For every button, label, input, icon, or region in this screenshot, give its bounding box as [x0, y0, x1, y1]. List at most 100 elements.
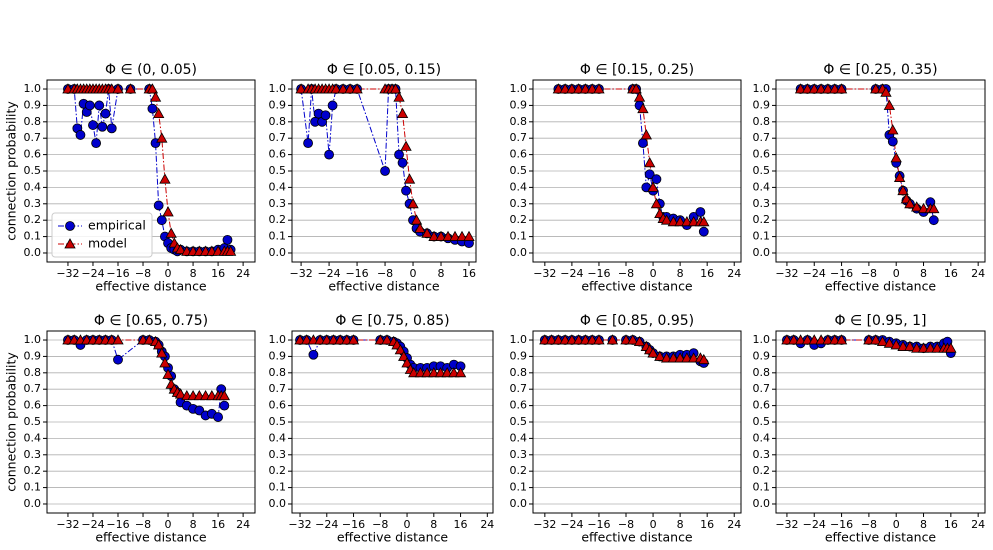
data-point [890, 152, 902, 163]
data-point [781, 334, 793, 345]
data-point [84, 100, 95, 111]
data-point [327, 100, 338, 111]
data-point [463, 230, 475, 241]
y-tick-label: 0.7 [753, 382, 771, 395]
y-tick-label: 0.9 [24, 349, 42, 362]
y-tick-label: 0.7 [753, 131, 771, 144]
y-tick-label: 0.1 [753, 230, 771, 243]
data-point [883, 99, 896, 110]
y-tick-label: 0.0 [510, 497, 528, 510]
x-tick-label: 16 [462, 267, 476, 280]
data-point [651, 174, 662, 185]
x-tick-label: −24 [803, 518, 826, 531]
legend-label: empirical [88, 218, 146, 233]
data-point [106, 123, 117, 134]
data-point [159, 173, 171, 184]
data-point [917, 202, 930, 214]
y-tick-label: 0.9 [510, 98, 528, 111]
subplot-title: Φ ∈ [0.15, 0.25) [580, 62, 694, 78]
data-point [606, 334, 619, 345]
data-point [620, 334, 632, 345]
data-point [396, 107, 409, 119]
data-point [928, 215, 939, 226]
data-point [698, 226, 709, 237]
data-point [152, 107, 165, 119]
data-point [559, 334, 571, 345]
y-tick-label: 0.4 [510, 180, 528, 193]
x-tick-label: −32 [289, 267, 312, 280]
data-point [640, 129, 652, 140]
legend-marker [65, 221, 75, 231]
data-point [801, 83, 814, 94]
data-point [579, 334, 592, 345]
axes-frame [291, 330, 494, 514]
y-tick-label: 0.0 [24, 497, 42, 510]
data-point [124, 83, 137, 94]
y-tick-label: 1.0 [24, 333, 42, 346]
y-tick-label: 0.0 [269, 246, 287, 259]
y-tick-label: 0.4 [753, 431, 771, 444]
data-point [219, 400, 230, 411]
y-tick-label: 0.9 [24, 98, 42, 111]
data-point [579, 83, 592, 94]
subplot: 0.00.10.20.30.40.50.60.70.80.91.0−32 −24−… [753, 62, 986, 294]
x-tick-label: −8 [861, 267, 877, 280]
y-tick-label: 0.6 [269, 148, 287, 161]
y-tick-label: 0.7 [269, 382, 287, 395]
y-tick-label: 0.8 [510, 366, 528, 379]
y-tick-label: 0.1 [753, 481, 771, 494]
data-point [381, 334, 393, 345]
data-point [593, 83, 605, 94]
data-point [94, 100, 105, 111]
y-tick-label: 0.7 [269, 131, 287, 144]
x-tick-label: −8 [135, 518, 151, 531]
data-point [674, 216, 686, 227]
data-point [633, 335, 646, 347]
data-point [917, 342, 930, 353]
data-point [165, 227, 177, 238]
data-point [572, 334, 585, 345]
x-tick-label: −24 [560, 267, 583, 280]
data-point [638, 138, 648, 149]
x-tick-label: −32 [56, 518, 79, 531]
x-tick-label: −16 [830, 267, 853, 280]
y-tick-label: 0.8 [269, 366, 287, 379]
subplot: 0.00.10.20.30.40.50.60.70.80.91.0−32 −24−… [269, 62, 477, 294]
y-tick-label: 0.2 [269, 464, 287, 477]
y-tick-label: 0.0 [753, 497, 771, 510]
subplot-title: Φ ∈ (0, 0.05) [105, 62, 197, 78]
x-tick-label: 24 [727, 518, 741, 531]
x-tick-label: 0 [165, 518, 172, 531]
x-tick-label: 0 [650, 267, 657, 280]
y-tick-label: 0.0 [753, 246, 771, 259]
data-point [398, 350, 410, 361]
x-tick-label: −16 [587, 518, 610, 531]
x-tick-label: −32 [533, 267, 556, 280]
x-tick-label: 0 [404, 518, 411, 531]
x-tick-label: 0 [165, 267, 172, 280]
y-tick-label: 0.8 [753, 366, 771, 379]
y-tick-label: 0.5 [753, 164, 771, 177]
y-tick-label: 0.3 [753, 448, 771, 461]
axes-frame [46, 79, 256, 263]
data-point [428, 230, 440, 241]
data-point [808, 83, 820, 94]
y-tick-label: 0.5 [510, 415, 528, 428]
data-point [667, 352, 680, 363]
y-tick-label: 0.9 [753, 98, 771, 111]
legend-box [51, 212, 153, 258]
x-tick-label: 8 [920, 518, 927, 531]
data-point [174, 243, 187, 255]
x-axis-label: effective distance [825, 279, 937, 294]
x-axis-label: effective distance [337, 530, 449, 545]
data-point [162, 206, 174, 217]
data-point [337, 83, 349, 94]
data-point [801, 334, 814, 345]
data-point [147, 103, 158, 114]
data-point [400, 140, 412, 151]
x-tick-label: −16 [342, 518, 365, 531]
x-tick-label: 24 [236, 267, 250, 280]
y-tick-label: 1.0 [269, 333, 287, 346]
x-tick-label: −8 [618, 267, 634, 280]
